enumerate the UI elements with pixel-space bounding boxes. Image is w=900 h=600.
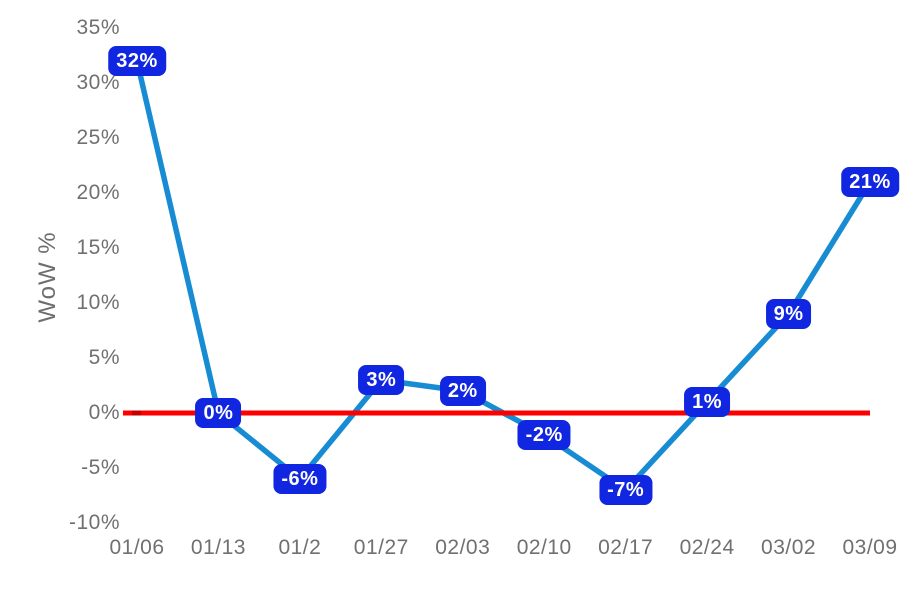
x-tick-label: 03/02 (761, 536, 817, 559)
data-label: 21% (841, 167, 899, 197)
y-tick-label: 25% (76, 126, 120, 149)
y-tick-label: 0% (88, 401, 120, 424)
y-tick-label: 35% (76, 16, 120, 39)
y-tick-label: 5% (88, 346, 120, 369)
x-tick-label: 02/10 (516, 536, 572, 559)
y-tick-label: 10% (76, 291, 120, 314)
data-label: 2% (439, 376, 486, 406)
data-label: 9% (765, 299, 812, 329)
data-label: -2% (517, 420, 571, 450)
y-tick-label: -10% (68, 511, 120, 534)
y-tick-label: -5% (81, 456, 120, 479)
data-label: 32% (108, 46, 166, 76)
x-tick-label: 03/09 (842, 536, 898, 559)
x-tick-label: 01/2 (278, 536, 322, 559)
x-tick-label: 02/24 (679, 536, 735, 559)
x-tick-label: 01/27 (353, 536, 409, 559)
y-tick-label: 30% (76, 71, 120, 94)
data-label: 0% (195, 398, 242, 428)
x-tick-label: 02/03 (435, 536, 491, 559)
data-label: 1% (684, 387, 731, 417)
x-tick-label: 01/06 (109, 536, 165, 559)
x-tick-label: 02/17 (598, 536, 654, 559)
data-label: -6% (273, 464, 327, 494)
data-label: 3% (358, 365, 405, 395)
x-tick-label: 01/13 (190, 536, 246, 559)
wow-series-line (134, 58, 873, 493)
y-tick-label: 20% (76, 181, 120, 204)
data-label: -7% (599, 475, 653, 505)
y-tick-label: 15% (76, 236, 120, 259)
